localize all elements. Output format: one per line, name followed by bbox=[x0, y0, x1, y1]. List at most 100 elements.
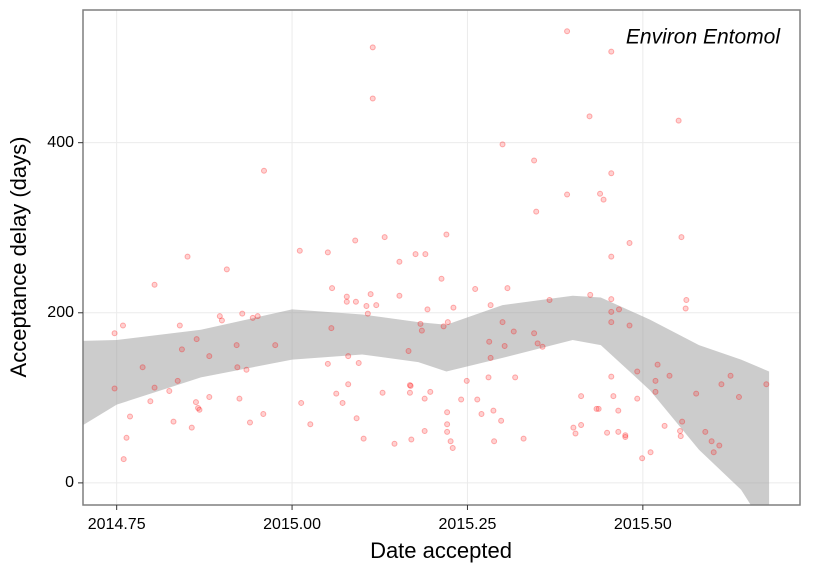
data-point bbox=[710, 449, 717, 456]
data-point bbox=[708, 438, 715, 445]
data-point bbox=[512, 374, 519, 381]
data-point bbox=[534, 340, 541, 347]
data-point bbox=[564, 28, 571, 35]
data-point bbox=[296, 247, 303, 254]
data-point bbox=[586, 113, 593, 120]
data-point bbox=[587, 291, 594, 298]
data-point bbox=[218, 317, 225, 324]
data-point bbox=[450, 304, 457, 311]
data-point bbox=[424, 306, 431, 313]
data-point bbox=[360, 435, 367, 442]
data-point bbox=[233, 342, 240, 349]
data-point bbox=[396, 258, 403, 265]
data-point bbox=[151, 281, 158, 288]
confidence-band bbox=[83, 295, 770, 505]
data-point bbox=[490, 407, 497, 414]
data-point bbox=[176, 322, 183, 329]
data-point bbox=[608, 48, 615, 55]
data-point bbox=[206, 393, 213, 400]
data-point bbox=[345, 353, 352, 360]
data-point bbox=[373, 302, 380, 309]
data-point bbox=[474, 396, 481, 403]
data-point bbox=[678, 234, 685, 241]
data-point bbox=[472, 285, 479, 292]
data-point bbox=[652, 388, 659, 395]
data-point bbox=[604, 429, 611, 436]
data-point bbox=[328, 325, 335, 332]
data-point bbox=[119, 322, 126, 329]
data-point bbox=[147, 398, 154, 405]
data-point bbox=[546, 297, 553, 304]
data-point bbox=[570, 424, 577, 431]
data-point bbox=[421, 395, 428, 402]
data-point bbox=[369, 44, 376, 51]
data-point bbox=[408, 436, 415, 443]
x-tick-label: 2015.25 bbox=[439, 516, 497, 533]
data-point bbox=[223, 266, 230, 273]
data-point bbox=[615, 428, 622, 435]
x-axis-title: Date accepted bbox=[370, 538, 512, 563]
data-point bbox=[498, 417, 505, 424]
x-tick-label: 2015.50 bbox=[614, 516, 672, 533]
data-point bbox=[608, 170, 615, 177]
x-tick-label: 2014.75 bbox=[88, 516, 146, 533]
data-point bbox=[716, 442, 723, 449]
data-point bbox=[307, 421, 314, 428]
data-point bbox=[243, 366, 250, 373]
data-point bbox=[272, 342, 279, 349]
data-point bbox=[260, 410, 267, 417]
data-point bbox=[677, 428, 684, 435]
data-point bbox=[661, 422, 668, 429]
data-point bbox=[236, 395, 243, 402]
data-point bbox=[491, 438, 498, 445]
data-point bbox=[763, 381, 770, 388]
data-point bbox=[600, 196, 607, 203]
data-point bbox=[355, 359, 362, 366]
data-point bbox=[123, 434, 130, 441]
data-point bbox=[626, 240, 633, 247]
data-point bbox=[421, 428, 428, 435]
data-point bbox=[170, 418, 177, 425]
data-point bbox=[406, 389, 413, 396]
data-point bbox=[196, 406, 203, 413]
data-point bbox=[634, 368, 641, 375]
legend-label: Environ Entomol bbox=[626, 26, 781, 49]
data-point bbox=[379, 389, 386, 396]
data-point bbox=[329, 285, 336, 292]
y-tick-label: 200 bbox=[47, 304, 74, 321]
data-point bbox=[188, 424, 195, 431]
data-point bbox=[677, 433, 684, 440]
data-point bbox=[166, 388, 173, 395]
data-point bbox=[735, 393, 742, 400]
data-point bbox=[444, 319, 451, 326]
data-point bbox=[254, 313, 261, 320]
data-point bbox=[139, 364, 146, 371]
x-tick-label: 2015.00 bbox=[263, 516, 321, 533]
data-point bbox=[174, 377, 181, 384]
data-point bbox=[578, 393, 585, 400]
data-point bbox=[564, 191, 571, 198]
data-point bbox=[151, 384, 158, 391]
data-point bbox=[353, 415, 360, 422]
y-tick-label: 400 bbox=[47, 134, 74, 151]
data-point bbox=[626, 322, 633, 329]
data-point bbox=[406, 382, 413, 389]
data-point bbox=[352, 298, 359, 305]
data-point bbox=[597, 190, 604, 197]
data-point bbox=[499, 319, 506, 326]
data-point bbox=[127, 413, 134, 420]
data-point bbox=[682, 305, 689, 312]
data-point bbox=[608, 319, 615, 326]
data-point bbox=[447, 438, 454, 445]
data-point bbox=[486, 338, 493, 345]
data-point bbox=[195, 405, 202, 412]
plot-border bbox=[82, 9, 801, 506]
points-layer bbox=[111, 28, 770, 463]
data-point bbox=[206, 353, 213, 360]
data-point bbox=[249, 314, 256, 321]
data-point bbox=[405, 348, 412, 355]
data-point bbox=[111, 385, 118, 392]
data-point bbox=[458, 396, 465, 403]
data-point bbox=[593, 405, 600, 412]
y-tick-label: 0 bbox=[65, 474, 74, 491]
